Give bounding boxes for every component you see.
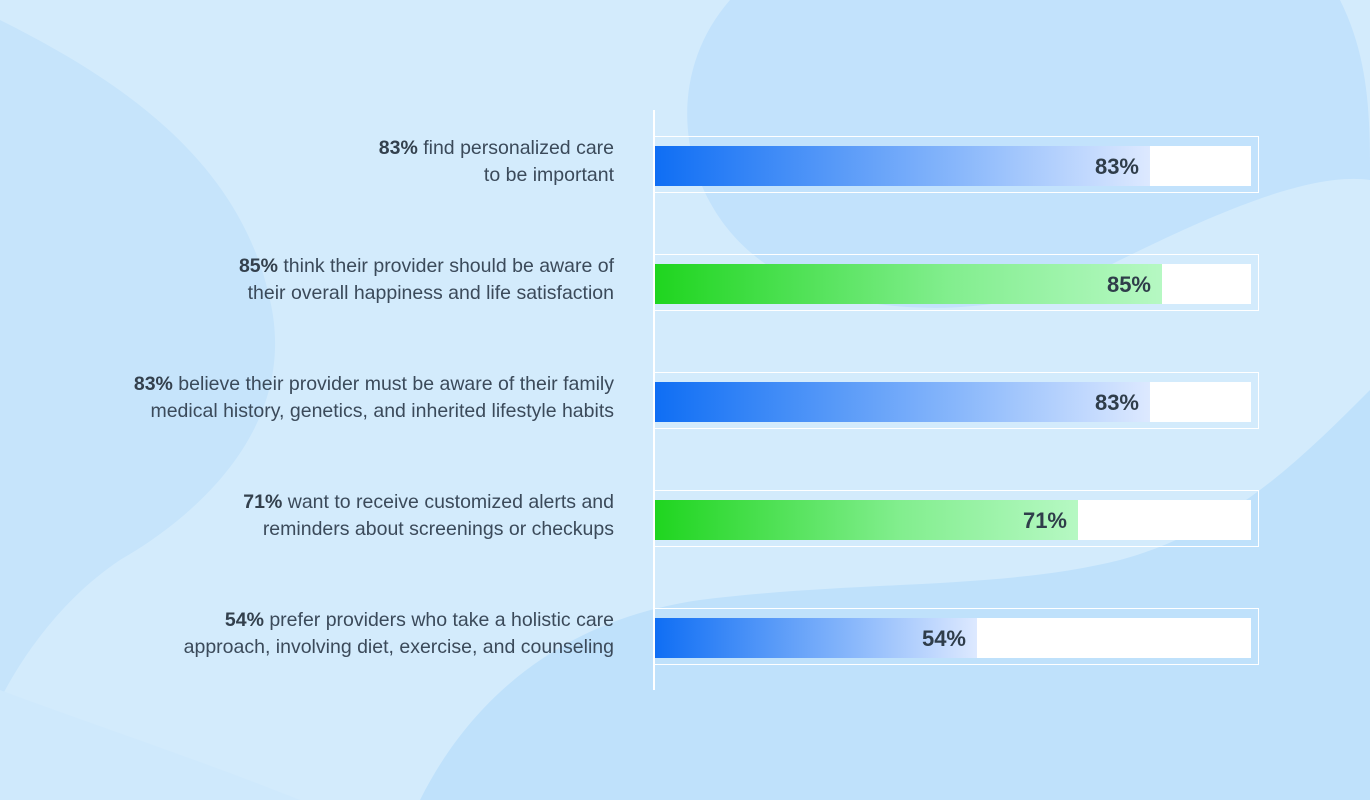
category-label-line-2: their overall happiness and life satisfa… xyxy=(247,282,614,304)
category-label-line-1: 83% find personalized care xyxy=(14,135,614,162)
category-label-percent: 83% xyxy=(133,373,173,395)
bar-track: 71% xyxy=(655,500,1251,540)
category-label-line-2: reminders about screenings or checkups xyxy=(262,518,614,540)
category-label: 83% find personalized care to be importa… xyxy=(14,135,614,189)
bar-value-label: 71% xyxy=(1022,508,1067,533)
category-label-line-2: approach, involving diet, exercise, and … xyxy=(183,636,614,658)
chart-axis-line xyxy=(653,110,655,690)
category-label-percent: 85% xyxy=(238,255,278,277)
category-label: 71% want to receive customized alerts an… xyxy=(14,489,614,543)
bar-track: 83% xyxy=(655,146,1251,186)
category-label-line-1: 54% prefer providers who take a holistic… xyxy=(14,607,614,634)
bar-fill xyxy=(655,264,1162,304)
bar-frame xyxy=(654,254,1259,311)
category-label-line-1: 85% think their provider should be aware… xyxy=(14,253,614,280)
bar-track: 54% xyxy=(655,618,1251,658)
category-label-line-1: 71% want to receive customized alerts an… xyxy=(14,489,614,516)
category-label-text: want to receive customized alerts and xyxy=(282,491,614,513)
bar-frame xyxy=(654,490,1259,547)
category-label-text: think their provider should be aware of xyxy=(277,255,614,277)
category-label-text: prefer providers who take a holistic car… xyxy=(263,609,614,631)
bar-value-label: 85% xyxy=(1106,272,1151,297)
bar-value-label: 83% xyxy=(1094,390,1139,415)
category-label-line-2: medical history, genetics, and inherited… xyxy=(150,400,614,422)
bar-fill xyxy=(655,618,977,658)
category-label-line-1: 83% believe their provider must be aware… xyxy=(14,371,614,398)
bar-track: 85% xyxy=(655,264,1251,304)
category-label: 85% think their provider should be aware… xyxy=(14,253,614,307)
bar-frame xyxy=(654,608,1259,665)
bar-fill xyxy=(655,500,1078,540)
bar-fill xyxy=(655,382,1150,422)
category-label: 54% prefer providers who take a holistic… xyxy=(14,607,614,661)
bar-value-label: 83% xyxy=(1094,154,1139,179)
category-label: 83% believe their provider must be aware… xyxy=(14,371,614,425)
bar-track: 83% xyxy=(655,382,1251,422)
category-label-text: believe their provider must be aware of … xyxy=(172,373,614,395)
background-blob-left xyxy=(0,20,276,700)
category-label-percent: 54% xyxy=(224,609,264,631)
background-blob-bottom xyxy=(420,390,1370,800)
bar-frame xyxy=(654,372,1259,429)
bar-value-label: 54% xyxy=(921,626,966,651)
category-label-text: find personalized care xyxy=(417,137,614,159)
bar-fill xyxy=(655,146,1150,186)
category-label-percent: 83% xyxy=(378,137,418,159)
bar-frame xyxy=(654,136,1259,193)
category-label-line-2: to be important xyxy=(483,164,614,186)
background-blob-bottom-left xyxy=(0,690,300,800)
category-label-percent: 71% xyxy=(243,491,283,513)
